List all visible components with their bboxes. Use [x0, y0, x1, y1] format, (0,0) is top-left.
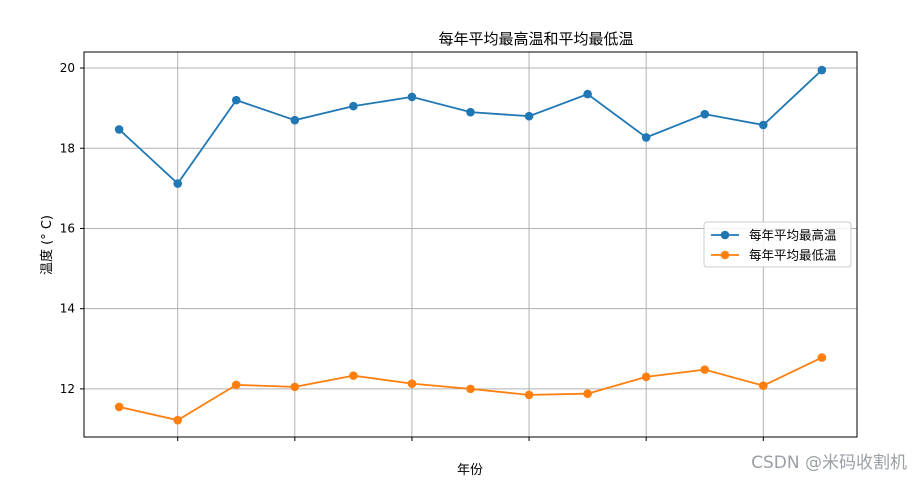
series-layer [114, 65, 827, 425]
data-point [466, 107, 475, 117]
data-point [349, 371, 358, 380]
y-tick-label: 12 [60, 382, 75, 396]
data-point [349, 101, 358, 111]
data-point [583, 389, 592, 398]
legend-marker [720, 230, 730, 240]
legend-label: 每年平均最高温 [749, 228, 837, 243]
chart-title: 每年平均最高温和平均最低温 [438, 30, 633, 48]
data-point [583, 89, 592, 99]
watermark: CSDN @米码收割机 [751, 453, 907, 473]
x-axis-label: 年份 [457, 463, 483, 478]
y-tick-label: 20 [60, 61, 75, 75]
y-axis-label: 温度 (° C) [39, 215, 55, 275]
data-point [173, 415, 182, 425]
data-point [817, 353, 827, 362]
y-tick-label: 18 [60, 141, 75, 155]
data-point [173, 179, 182, 188]
y-tick-label: 16 [60, 221, 75, 235]
data-point [700, 365, 710, 374]
data-point [114, 125, 124, 134]
data-point [817, 65, 827, 75]
data-point [524, 390, 534, 400]
plot-area [83, 51, 858, 438]
legend-item: 每年平均最高温 [711, 228, 837, 243]
legend-label: 每年平均最低温 [749, 248, 837, 263]
data-point [641, 372, 651, 382]
data-point [231, 95, 241, 105]
data-point [407, 92, 417, 102]
data-point [641, 133, 651, 142]
axes: 12 14 16 18 20 [60, 61, 764, 441]
legend-marker [720, 250, 730, 260]
data-point [231, 380, 241, 390]
legend-box [703, 221, 852, 268]
series-1 [114, 65, 827, 188]
y-tick-label: 14 [60, 302, 75, 316]
data-point [524, 111, 534, 121]
data-point [466, 384, 475, 394]
data-point [290, 115, 300, 125]
data-point [759, 120, 768, 130]
data-point [114, 402, 124, 412]
series-2 [114, 353, 827, 425]
data-point [407, 379, 417, 388]
legend-item: 每年平均最低温 [711, 248, 837, 263]
series-line [118, 69, 823, 185]
data-point [290, 382, 300, 392]
data-point [700, 109, 710, 119]
data-point [759, 381, 768, 390]
